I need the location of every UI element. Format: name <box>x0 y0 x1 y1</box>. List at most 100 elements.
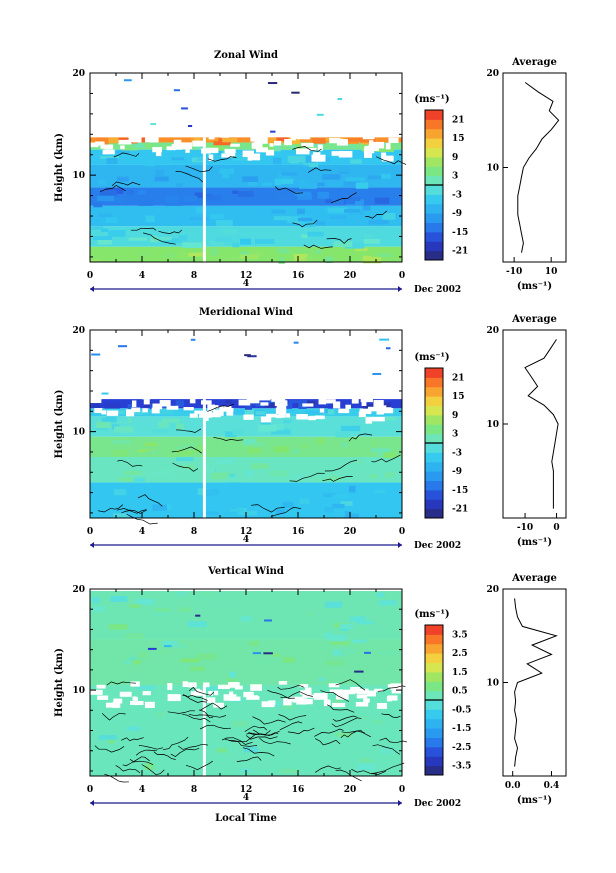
heatmap-patch <box>325 199 333 204</box>
heatmap-patch <box>90 253 100 260</box>
heatmap-patch <box>238 768 252 772</box>
heatmap-patch <box>118 477 134 482</box>
heatmap-patch <box>330 639 350 646</box>
data-gap <box>188 682 197 688</box>
heatmap-patch <box>289 451 298 455</box>
contour-line <box>320 690 349 702</box>
panel-title: Meridional Wind <box>199 307 293 318</box>
contour-line <box>188 686 214 696</box>
heatmap-patch <box>322 174 341 180</box>
contour-line <box>280 691 313 699</box>
heatmap-patch <box>178 251 189 259</box>
data-gap <box>106 410 119 416</box>
heatmap-patch <box>363 234 372 239</box>
colorbar-segment <box>425 756 443 767</box>
data-gap <box>368 144 379 151</box>
contour-line <box>379 737 408 744</box>
sparse-fragment <box>101 392 109 395</box>
contour-line <box>135 749 157 756</box>
heatmap-patch <box>175 457 194 462</box>
colorbar-segment <box>425 119 443 130</box>
contour-line <box>303 244 333 249</box>
heatmap-patch <box>98 735 117 740</box>
data-gap <box>230 143 240 147</box>
contour-line <box>341 729 371 738</box>
data-gap <box>129 701 144 706</box>
data-gap <box>173 139 182 147</box>
data-gap <box>269 143 274 147</box>
sparse-fragment <box>173 89 180 92</box>
heatmap-band <box>90 205 402 227</box>
heatmap-patch <box>277 248 290 254</box>
data-gap <box>200 400 212 405</box>
heatmap-patch <box>196 653 217 660</box>
heatmap <box>90 79 407 264</box>
y-axis-label: Height (km) <box>54 648 65 717</box>
data-gap <box>144 137 159 143</box>
heatmap-patch <box>276 137 289 142</box>
data-gap <box>338 151 353 158</box>
data-gap <box>331 151 344 156</box>
heatmap-patch <box>305 256 313 261</box>
contour-line <box>207 403 235 412</box>
data-gap <box>265 149 275 156</box>
average-x-tick-label: 0 <box>553 523 559 533</box>
average-line <box>514 598 558 767</box>
heatmap-patch <box>239 238 252 245</box>
heatmap-patch <box>362 205 371 211</box>
contour-line <box>115 765 141 774</box>
heatmap-patch <box>318 677 326 681</box>
data-gap <box>369 140 374 147</box>
colorbar-segment <box>425 643 443 654</box>
heatmap-patch <box>112 440 131 444</box>
heatmap-patch <box>110 595 128 603</box>
data-gap <box>302 694 316 698</box>
heatmap-patch <box>297 217 313 222</box>
contour-line <box>267 689 295 699</box>
colorbar-tick-label: 3 <box>452 172 458 182</box>
heatmap-patch <box>324 660 344 666</box>
data-gap <box>323 699 331 707</box>
average-x-tick-label: 10 <box>545 267 558 277</box>
heatmap-patch <box>317 192 330 199</box>
heatmap-patch <box>210 248 218 256</box>
colorbar-segment <box>425 718 443 729</box>
heatmap-patch <box>222 228 238 235</box>
average-y-tick-label: 10 <box>486 164 499 174</box>
data-gap <box>194 690 200 696</box>
heatmap-patch <box>351 639 367 643</box>
heatmap-patch <box>166 644 186 648</box>
heatmap-patch <box>304 410 323 415</box>
contour-line <box>370 762 405 775</box>
colorbar-segment <box>425 231 443 242</box>
contour-line <box>175 171 204 183</box>
sparse-fragment <box>163 645 172 648</box>
contour-line <box>177 743 208 750</box>
heatmap-patch <box>164 253 176 258</box>
contour-line <box>221 737 253 745</box>
colorbar-segment <box>425 700 443 710</box>
average-profile: Average 10 20 -10 0(ms⁻¹) <box>486 314 567 548</box>
heatmap-patch <box>225 256 241 262</box>
data-gap <box>243 414 254 420</box>
heatmap-patch <box>232 154 250 161</box>
heatmap-band <box>90 164 402 188</box>
data-gap <box>291 136 296 141</box>
data-gap <box>142 408 148 413</box>
average-title: Average <box>511 314 557 325</box>
time-gap <box>202 399 206 518</box>
colorbar-segment <box>425 414 443 425</box>
heatmap-patch <box>370 474 378 479</box>
colorbar: 3.5 2.5 1.5 0.5 -0.5 -1.5 -2.5 -3.5 (ms⁻¹) <box>414 609 471 776</box>
data-gap <box>250 136 256 142</box>
colorbar-tick-label: 21 <box>452 115 465 125</box>
data-gap <box>261 701 275 708</box>
data-gap <box>179 142 193 150</box>
average-title: Average <box>511 57 557 68</box>
x-tick-label: 0 <box>87 785 93 795</box>
heatmap-patch <box>242 176 259 183</box>
colorbar-segment <box>425 671 443 682</box>
heatmap-patch <box>116 416 129 423</box>
contour-line <box>371 454 401 463</box>
data-gap <box>376 702 388 709</box>
